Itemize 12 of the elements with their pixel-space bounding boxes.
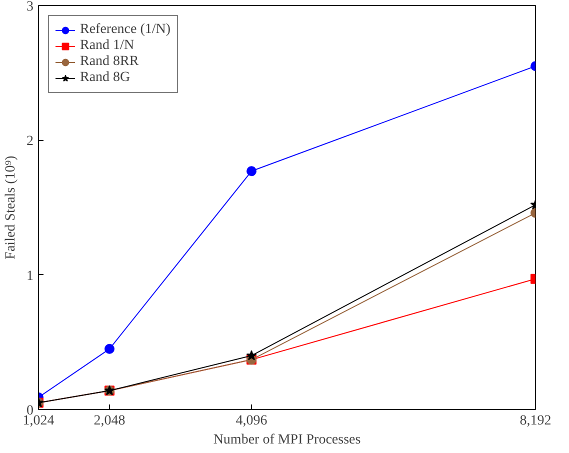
y-tick-label: 1 (26, 268, 34, 284)
y-axis-title: Failed Steals (10⁹) (4, 155, 18, 260)
x-tick-label: 2,048 (94, 414, 126, 428)
y-tick-label: 2 (26, 134, 34, 150)
x-tick-label: 8,192 (520, 414, 552, 428)
x-axis-title: Number of MPI Processes (213, 432, 361, 448)
legend-label: Rand 1/N (80, 38, 134, 54)
y-tick-label: 3 (26, 0, 34, 14)
legend-label: Reference (1/N) (80, 22, 171, 38)
legend-label: Rand 8G (80, 70, 130, 86)
legend-label: Rand 8RR (80, 54, 139, 70)
x-tick-label: 4,096 (236, 414, 268, 428)
